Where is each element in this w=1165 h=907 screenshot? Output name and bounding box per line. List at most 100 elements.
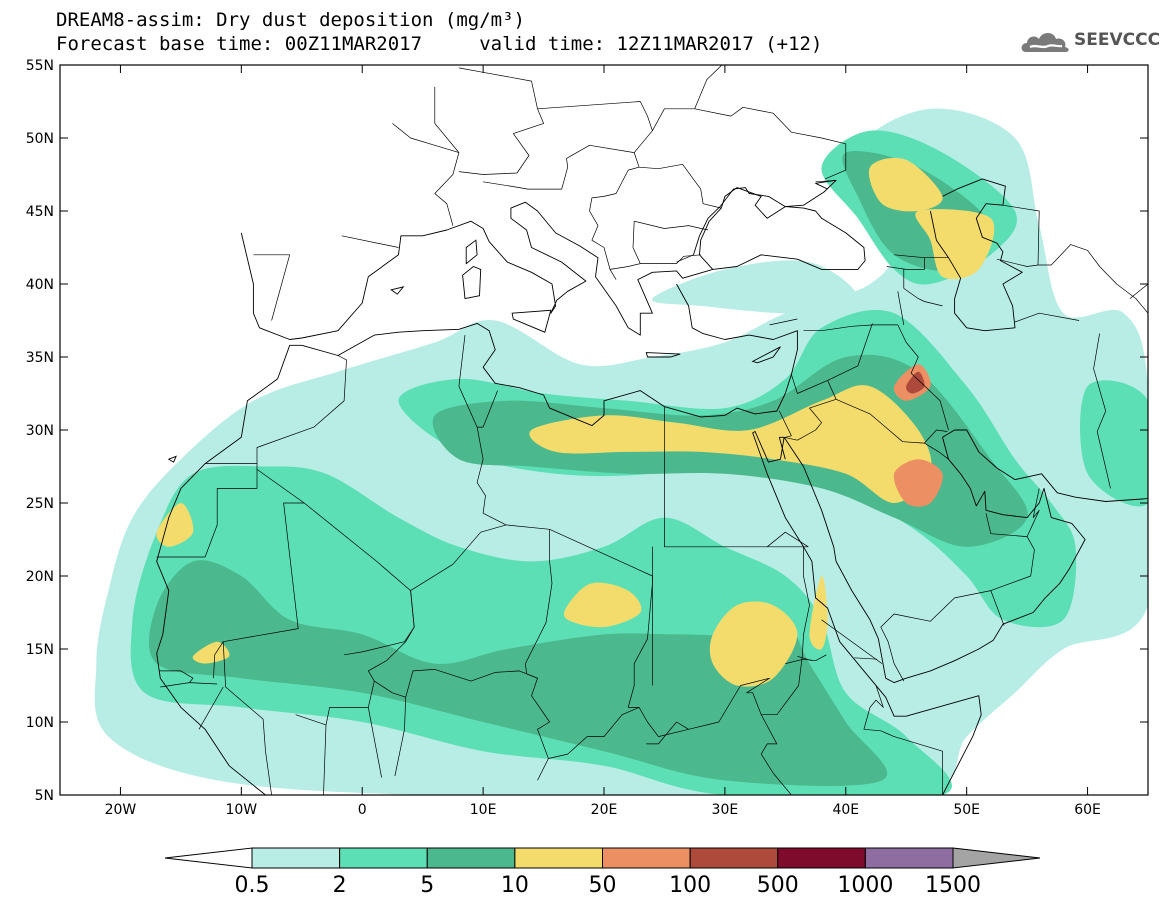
lat-tick-label: 55N (26, 58, 54, 74)
country-border (784, 436, 798, 441)
country-border (222, 641, 266, 752)
country-border (791, 374, 837, 441)
dust-region-level-4 (915, 209, 995, 280)
country-border (772, 772, 792, 795)
country-border (632, 221, 701, 264)
lon-tick-label: 20W (105, 802, 137, 818)
map-area (59, 64, 1149, 796)
colorbar-swatch (514, 847, 603, 869)
country-border (1014, 312, 1080, 323)
dust-region-level-4 (868, 157, 943, 212)
lat-tick-label: 40N (26, 277, 54, 293)
lon-tick-label: 60E (1074, 802, 1101, 818)
colorbar-label: 2 (333, 873, 347, 898)
country-border (639, 163, 722, 209)
colorbar-label: 0.5 (235, 873, 270, 898)
map-axes: 55N 50N 45N 40N 35N 30N 25N 20N 15N 10N 5N 20W 10W 0 1… (26, 58, 1148, 818)
country-border (854, 657, 878, 660)
country-border (537, 101, 653, 153)
dust-region-level-6 (906, 371, 925, 394)
country-border (483, 144, 640, 280)
cloud-logo-icon (1021, 33, 1069, 52)
coastline (752, 431, 982, 795)
country-border (827, 323, 873, 381)
colorbar-max-arrow (952, 847, 1041, 869)
lon-tick-label: 30E (712, 802, 739, 818)
island-outline (751, 346, 781, 364)
country-border (548, 707, 640, 759)
lon-tick-label: 10W (225, 802, 257, 818)
logo (1018, 26, 1158, 56)
colorbar-label: 1500 (925, 873, 981, 898)
colorbar-min-arrow (164, 847, 253, 869)
country-border (760, 714, 778, 774)
colorbar-label: 50 (589, 873, 617, 898)
colorbar-swatch (864, 847, 954, 869)
colorbar-swatch (251, 847, 341, 869)
country-border (990, 536, 1035, 626)
country-border (897, 291, 905, 325)
dust-region-level-4 (709, 601, 798, 687)
country-border (985, 488, 1040, 537)
country-border (835, 398, 949, 460)
country-border (797, 655, 813, 662)
country-border (628, 546, 810, 737)
dust-region-level-1 (651, 260, 859, 314)
country-border (903, 288, 943, 307)
country-border (256, 355, 347, 464)
lat-tick-label: 25N (26, 496, 54, 512)
country-border (694, 65, 762, 109)
colorbar: 0.5 2 5 10 50 100 500 1000 1500 (164, 847, 1041, 898)
country-border (646, 721, 689, 745)
lat-tick-label: 5N (35, 788, 54, 804)
dust-region-level-4 (156, 503, 194, 547)
island-outline (390, 286, 405, 295)
country-border (295, 681, 375, 726)
dust-region-level-4 (529, 385, 932, 503)
country-border (652, 106, 847, 180)
country-border (627, 576, 653, 708)
island-outline (167, 455, 177, 463)
land-outlines (156, 65, 1148, 795)
country-border (367, 707, 382, 778)
lat-tick-label: 10N (26, 715, 54, 731)
colorbar-label: 5 (420, 873, 434, 898)
lat-tick-label: 15N (26, 642, 54, 658)
country-border (833, 628, 883, 664)
country-border (265, 751, 272, 795)
dust-region-level-4 (563, 582, 642, 628)
colorbar-label: 500 (757, 873, 799, 898)
colorbar-label: 100 (669, 873, 711, 898)
island-outline (462, 265, 482, 300)
country-border (1002, 204, 1040, 266)
country-border (341, 235, 399, 248)
colorbar-swatch (602, 847, 691, 869)
country-border (766, 531, 809, 548)
country-border (797, 794, 799, 795)
colorbar-label: 10 (501, 873, 529, 898)
country-border (159, 670, 194, 683)
dust-region-level-3 (148, 560, 888, 787)
country-border (198, 686, 224, 730)
country-border (803, 324, 898, 332)
coastline (240, 187, 866, 340)
country-border (609, 263, 641, 270)
lat-tick-label: 20N (26, 569, 54, 585)
country-border (477, 390, 498, 428)
colorbar-label: 1000 (837, 873, 893, 898)
country-border (886, 254, 925, 270)
lat-tick-label: 35N (26, 350, 54, 366)
dust-region-level-4 (809, 575, 828, 650)
map-subtitle: Forecast base time: 00Z11MAR2017 valid t… (56, 33, 823, 55)
coastline (929, 178, 1023, 332)
country-border (664, 406, 809, 548)
country-border (778, 410, 792, 438)
country-border (676, 254, 694, 263)
country-border (1129, 283, 1148, 299)
country-border (537, 758, 549, 781)
colorbar-swatch (777, 847, 866, 869)
coastline (693, 179, 837, 255)
lat-tick-label: 30N (26, 423, 54, 439)
lat-tick-label: 50N (26, 131, 54, 147)
